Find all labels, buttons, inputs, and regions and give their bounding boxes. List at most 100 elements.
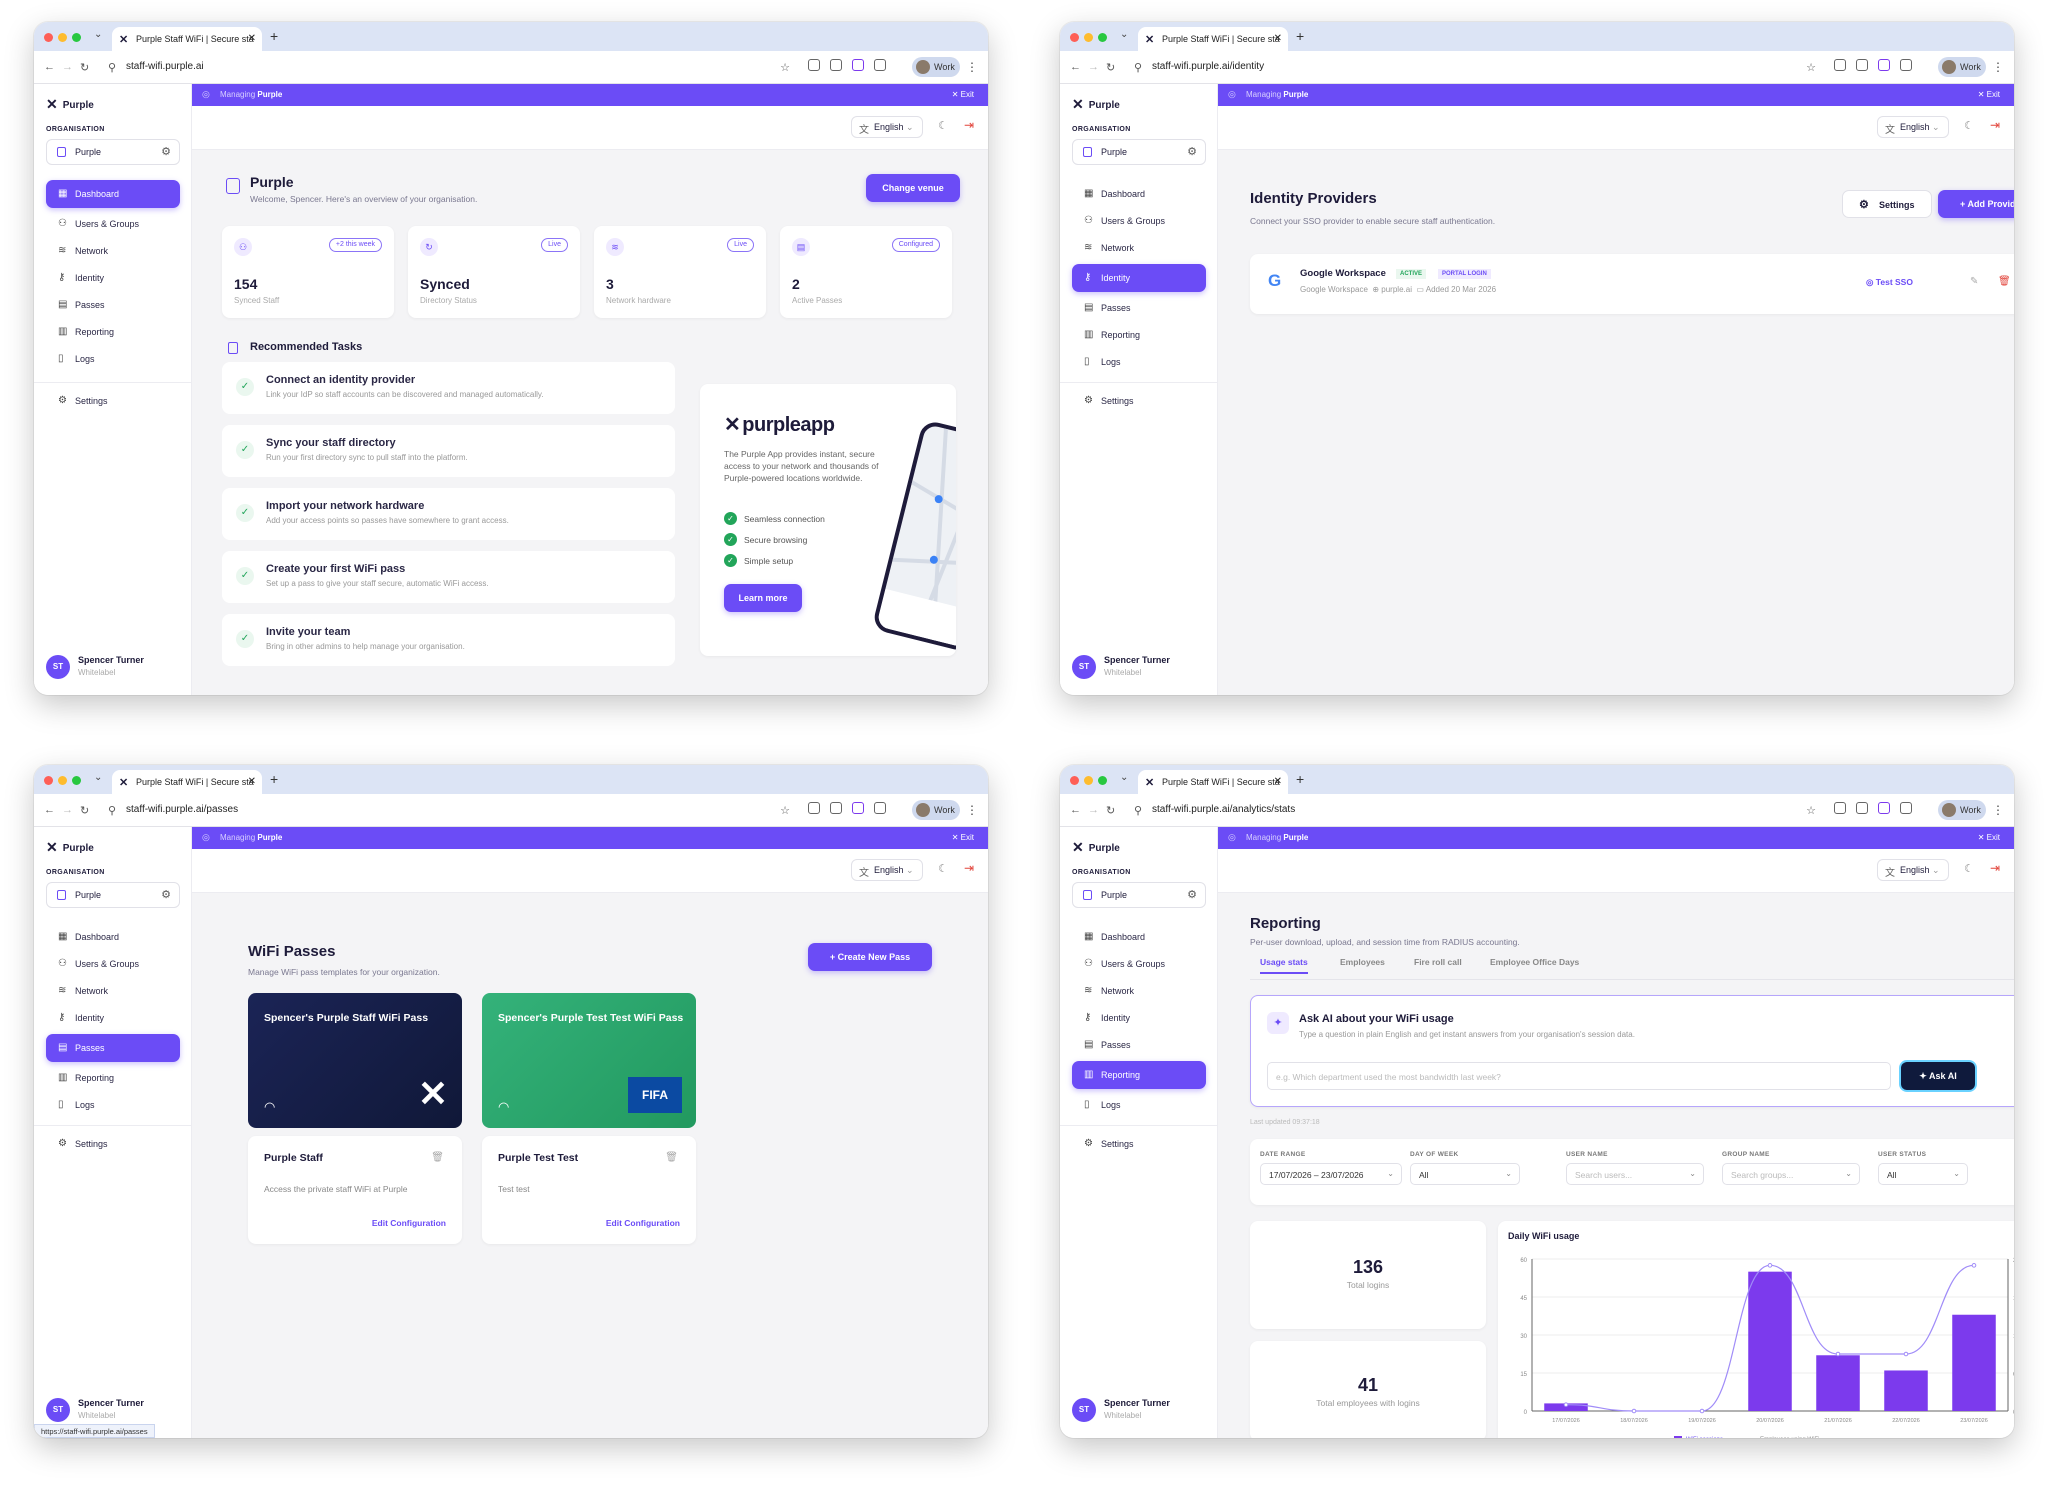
task-item[interactable]: ✓ Import your network hardware Add your ac… [222, 488, 675, 540]
extension-icon[interactable] [852, 59, 864, 71]
user-name-search[interactable]: Search users... ⌄ [1566, 1163, 1704, 1185]
sidebar-item-logs[interactable]: ▯ Logs [46, 1091, 180, 1119]
dark-mode-icon[interactable]: ☾ [938, 120, 948, 132]
logout-icon[interactable]: ⇥ [963, 861, 974, 875]
new-tab-button[interactable]: + [1296, 771, 1305, 787]
site-info-icon[interactable]: ⚲ [1134, 805, 1143, 817]
site-info-icon[interactable]: ⚲ [108, 62, 117, 74]
sidebar-item-reporting[interactable]: ▥ Reporting [1072, 321, 1206, 349]
task-item[interactable]: ✓ Sync your staff directory Run your first… [222, 425, 675, 477]
sidebar-item-dashboard[interactable]: ▦ Dashboard [1072, 180, 1206, 208]
language-select[interactable]: 文 English ⌄ [1877, 859, 1949, 881]
gear-icon[interactable]: ⚙ [1187, 146, 1197, 158]
task-item[interactable]: ✓ Create your first WiFi pass Set up a pas… [222, 551, 675, 603]
extension-icon[interactable] [1878, 59, 1890, 71]
sidebar-item-reporting[interactable]: ▥ Reporting [46, 318, 180, 346]
change-venue-button[interactable]: Change venue [866, 174, 960, 202]
tab-close-icon[interactable]: ✕ [247, 776, 256, 787]
back-icon[interactable]: ← [1070, 61, 1081, 73]
gear-icon[interactable]: ⚙ [1187, 889, 1197, 901]
user-profile[interactable]: ST Spencer Turner Whitelabel [1072, 653, 1212, 681]
extensions-puzzle-icon[interactable] [1900, 59, 1912, 71]
trash-icon[interactable]: 🗑 [431, 1152, 444, 1163]
exit-button[interactable]: ✕ Exit [1977, 90, 2000, 99]
sidebar-item-dashboard[interactable]: ▦ Dashboard [46, 180, 180, 208]
edit-configuration-link[interactable]: Edit Configuration [605, 1218, 680, 1228]
sidebar-item-logs[interactable]: ▯ Logs [1072, 1091, 1206, 1119]
extension-icon[interactable] [1878, 802, 1890, 814]
user-profile[interactable]: ST Spencer Turner Whitelabel [1072, 1396, 1212, 1424]
logout-icon[interactable]: ⇥ [1989, 861, 2000, 875]
sidebar-item-passes[interactable]: ▤ Passes [1072, 294, 1206, 322]
minimize-window-button[interactable] [1084, 776, 1093, 785]
close-window-button[interactable] [44, 776, 53, 785]
close-window-button[interactable] [1070, 33, 1079, 42]
user-profile[interactable]: ST Spencer Turner Whitelabel [46, 1396, 186, 1424]
organisation-selector[interactable]: Purple ⚙ [1072, 139, 1206, 165]
trash-icon[interactable]: 🗑 [665, 1152, 678, 1163]
user-profile[interactable]: ST Spencer Turner Whitelabel [46, 653, 186, 681]
organisation-selector[interactable]: Purple ⚙ [46, 882, 180, 908]
sidebar-item-dashboard[interactable]: ▦ Dashboard [46, 923, 180, 951]
forward-icon[interactable]: → [1088, 804, 1099, 816]
bookmark-star-icon[interactable]: ☆ [1806, 62, 1816, 74]
bookmark-star-icon[interactable]: ☆ [1806, 805, 1816, 817]
tab-search-icon[interactable]: ⌄ [1120, 29, 1129, 40]
new-tab-button[interactable]: + [270, 771, 279, 787]
sidebar-item-passes[interactable]: ▤ Passes [46, 291, 180, 319]
browser-tab[interactable]: ✕ Purple Staff WiFi | Secure sta ✕ [1138, 27, 1288, 51]
sidebar-item-passes[interactable]: ▤ Passes [1072, 1031, 1206, 1059]
dark-mode-icon[interactable]: ☾ [1964, 863, 1974, 875]
profile-button[interactable]: Work [1938, 57, 1986, 77]
forward-icon[interactable]: → [62, 61, 73, 73]
close-window-button[interactable] [44, 33, 53, 42]
sidebar-item-reporting[interactable]: ▥ Reporting [1072, 1061, 1206, 1089]
bookmark-star-icon[interactable]: ☆ [780, 805, 790, 817]
profile-button[interactable]: Work [912, 800, 960, 820]
create-new-pass-button[interactable]: + Create New Pass [808, 943, 932, 971]
brand-logo[interactable]: ✕ Purple [1072, 96, 1120, 113]
ask-ai-button[interactable]: ✦ Ask AI [1901, 1062, 1975, 1090]
group-name-search[interactable]: Search groups... ⌄ [1722, 1163, 1860, 1185]
learn-more-button[interactable]: Learn more [724, 584, 802, 612]
organisation-selector[interactable]: Purple ⚙ [1072, 882, 1206, 908]
sidebar-item-settings[interactable]: ⚙ Settings [46, 387, 180, 415]
maximize-window-button[interactable] [1098, 776, 1107, 785]
forward-icon[interactable]: → [62, 804, 73, 816]
settings-button[interactable]: ⚙ Settings [1842, 190, 1932, 218]
new-tab-button[interactable]: + [270, 28, 279, 44]
url-field[interactable]: staff-wifi.purple.ai [126, 61, 204, 72]
user-status-select[interactable]: All ⌄ [1878, 1163, 1968, 1185]
tab-fire-roll-call[interactable]: Fire roll call [1414, 957, 1462, 967]
sidebar-item-logs[interactable]: ▯ Logs [46, 345, 180, 373]
add-provider-button[interactable]: + Add Provider [1938, 190, 2014, 218]
browser-tab[interactable]: ✕ Purple Staff WiFi | Secure sta ✕ [1138, 770, 1288, 794]
sidebar-item-network[interactable]: ≋ Network [46, 977, 180, 1005]
url-field[interactable]: staff-wifi.purple.ai/identity [1152, 61, 1265, 72]
edit-configuration-link[interactable]: Edit Configuration [371, 1218, 446, 1228]
url-field[interactable]: staff-wifi.purple.ai/analytics/stats [1152, 804, 1296, 815]
site-info-icon[interactable]: ⚲ [1134, 62, 1143, 74]
sidebar-item-users-groups[interactable]: ⚇ Users & Groups [46, 950, 180, 978]
sidebar-item-network[interactable]: ≋ Network [1072, 977, 1206, 1005]
reload-icon[interactable]: ↻ [1106, 805, 1116, 817]
brand-logo[interactable]: ✕ Purple [46, 96, 94, 113]
logout-icon[interactable]: ⇥ [963, 118, 974, 132]
back-icon[interactable]: ← [1070, 804, 1081, 816]
organisation-selector[interactable]: Purple ⚙ [46, 139, 180, 165]
profile-button[interactable]: Work [1938, 800, 1986, 820]
extension-icon[interactable] [830, 59, 842, 71]
date-range-select[interactable]: 17/07/2026 – 23/07/2026 ⌄ [1260, 1163, 1402, 1185]
minimize-window-button[interactable] [58, 776, 67, 785]
tab-close-icon[interactable]: ✕ [1273, 776, 1282, 787]
tab-close-icon[interactable]: ✕ [247, 33, 256, 44]
minimize-window-button[interactable] [58, 33, 67, 42]
extension-icon[interactable] [1856, 802, 1868, 814]
extension-icon[interactable] [808, 802, 820, 814]
gear-icon[interactable]: ⚙ [161, 889, 171, 901]
url-field[interactable]: staff-wifi.purple.ai/passes [126, 804, 239, 815]
sidebar-item-identity[interactable]: ⚷ Identity [1072, 264, 1206, 292]
extension-icon[interactable] [1834, 59, 1846, 71]
extension-icon[interactable] [852, 802, 864, 814]
edit-icon[interactable]: ✎ [1970, 276, 1979, 287]
